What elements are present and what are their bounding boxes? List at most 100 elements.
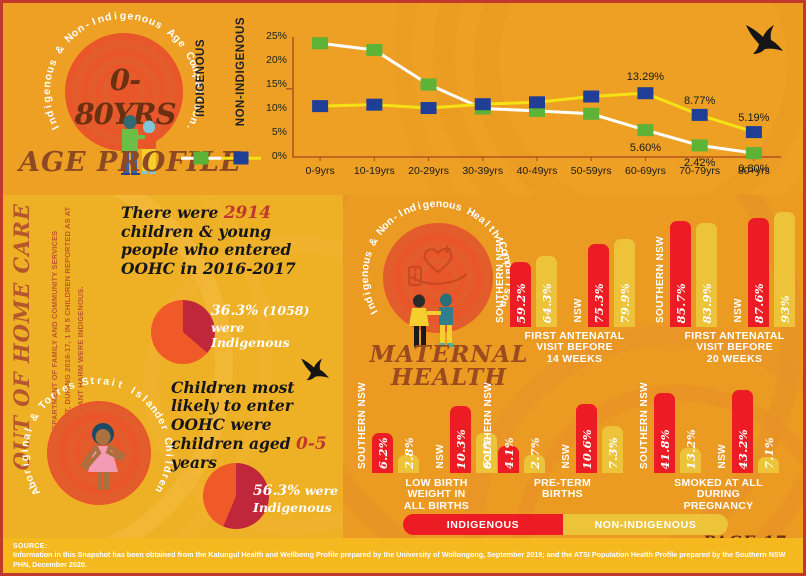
oohc-pie-2-caption: 56.3% were Indigenous bbox=[253, 483, 339, 515]
chart-x-tick: 30-39yrs bbox=[462, 165, 504, 177]
bar: 7.3% bbox=[602, 425, 623, 473]
bar-group-caption: PRE-TERM BIRTHS bbox=[533, 477, 592, 501]
bar-region-label: NSW bbox=[561, 444, 572, 469]
chart-y-tick: 0% bbox=[271, 150, 287, 162]
oohc-stat-1: There were 2914 children & young people … bbox=[121, 203, 296, 278]
oohc-stat-2-number: 0-5 bbox=[296, 433, 327, 454]
bar-value-label: 7.1% bbox=[761, 436, 776, 469]
oohc-pie-1-caption: 36.3% (1058) were Indigenous bbox=[211, 303, 310, 350]
indigenous-legend-pill: INDIGENOUS NON-INDIGENOUS bbox=[403, 514, 728, 535]
content-section: OUT OF HOME CARE THE NSW DEPARTMENT OF F… bbox=[3, 195, 803, 544]
chart-data-label: 5.19% bbox=[738, 112, 770, 125]
chart-data-label: 13.29% bbox=[626, 71, 665, 84]
bar-value-label: 85.7% bbox=[673, 282, 688, 323]
legend-label-indigenous: INDIGENOUS bbox=[195, 39, 207, 117]
bar-region-label: NSW bbox=[733, 298, 744, 323]
bar-region-label: SOUTHERN NSW bbox=[357, 381, 368, 469]
chart-y-tick: 25% bbox=[265, 30, 287, 42]
bar: 10.3% bbox=[450, 406, 471, 473]
bar: 59.2% bbox=[510, 261, 531, 327]
oohc-pie-chart-2 bbox=[203, 463, 269, 529]
legend-item-indigenous: INDIGENOUS bbox=[181, 39, 221, 165]
maternal-health-title: MATERNAL HEALTH bbox=[369, 341, 529, 391]
pill-indigenous: INDIGENOUS bbox=[403, 514, 563, 535]
bar-value-label: 10.3% bbox=[453, 428, 468, 469]
chart-x-tick: 20-29yrs bbox=[408, 165, 449, 177]
bar-group: SOUTHERN NSW 59.2% 64.3% NSW 75.3% 79.9% bbox=[495, 217, 651, 327]
bar: 93% bbox=[774, 211, 795, 327]
chart-data-label: 8.77% bbox=[684, 94, 716, 107]
oohc-panel: OUT OF HOME CARE THE NSW DEPARTMENT OF F… bbox=[3, 195, 343, 544]
bar-group: SOUTHERN NSW 6.2% 2.8% NSW 10.3% 6.1% bbox=[357, 382, 513, 473]
age-range-label: 0-80YRS bbox=[74, 63, 176, 131]
legend-label-non-indigenous: NON-INDIGENOUS bbox=[235, 17, 247, 127]
chart-y-tick: 15% bbox=[265, 78, 287, 90]
bar-value-label: 2.7% bbox=[527, 436, 542, 469]
oohc-stat-2: Children most likely to enter OOHC were … bbox=[171, 378, 327, 472]
parents-illustration-icon bbox=[409, 293, 453, 347]
bar-value-label: 59.2% bbox=[513, 282, 528, 323]
bar-region-label: SOUTHERN NSW bbox=[495, 235, 506, 323]
oohc-pie-chart-1 bbox=[151, 300, 215, 364]
bar-value-label: 6.2% bbox=[375, 436, 390, 469]
pill-non-indigenous: NON-INDIGENOUS bbox=[563, 514, 728, 535]
bar-value-label: 64.3% bbox=[539, 282, 554, 323]
bar-value-label: 41.8% bbox=[657, 428, 672, 469]
legend-swatch-non-indigenous bbox=[221, 151, 261, 165]
bar-value-label: 7.3% bbox=[605, 436, 620, 469]
bar: 10.6% bbox=[576, 404, 597, 473]
bar: 6.2% bbox=[372, 432, 393, 473]
child-illustration-icon bbox=[80, 423, 126, 490]
chart-data-label: 0.80% bbox=[738, 163, 770, 176]
bar-region-label: SOUTHERN NSW bbox=[639, 381, 650, 469]
bar-group-caption: FIRST ANTENATAL VISIT BEFORE 14 WEEKS bbox=[524, 330, 625, 365]
legend-item-non-indigenous: NON-INDIGENOUS bbox=[221, 17, 261, 165]
chart-x-tick: 70-79yrs bbox=[679, 165, 721, 177]
chart-data-label: 5.60% bbox=[629, 142, 662, 155]
bar-region-label: SOUTHERN NSW bbox=[483, 381, 494, 469]
bar-value-label: 10.6% bbox=[579, 428, 594, 469]
bar-group-caption: FIRST ANTENATAL VISIT BEFORE 20 WEEKS bbox=[684, 330, 785, 365]
oohc-stat-1-number: 2914 bbox=[223, 203, 272, 223]
bar: 2.8% bbox=[398, 437, 419, 473]
bar-value-label: 79.9% bbox=[617, 282, 632, 323]
bar: 87.6% bbox=[748, 218, 769, 327]
legend-swatch-indigenous bbox=[181, 151, 221, 165]
bar-group: SOUTHERN NSW 85.7% 83.9% NSW 87.6% 93% bbox=[655, 203, 803, 327]
bar: 85.7% bbox=[670, 220, 691, 327]
bar: 64.3% bbox=[536, 256, 557, 327]
bar-region-label: NSW bbox=[573, 298, 584, 323]
source-label: SOURCE: bbox=[13, 543, 48, 550]
bar-value-label: 75.3% bbox=[591, 282, 606, 323]
bar-value-label: 87.6% bbox=[751, 282, 766, 323]
chart-x-tick: 60-69yrs bbox=[625, 165, 666, 177]
bar-value-label: 13.2% bbox=[683, 428, 698, 469]
bar: 13.2% bbox=[680, 429, 701, 473]
bar: 83.9% bbox=[696, 222, 717, 327]
bar-region-label: NSW bbox=[435, 444, 446, 469]
chart-data-label: 2.42% bbox=[684, 157, 716, 170]
bar: 2.7% bbox=[524, 437, 545, 473]
bar-value-label: 93% bbox=[777, 295, 792, 323]
oohc-pie-2-value: 56.3% bbox=[253, 483, 301, 499]
source-text: Information in this Snapshot has been ob… bbox=[13, 550, 786, 569]
bar-value-label: 43.2% bbox=[735, 428, 750, 469]
bar-group-caption: LOW BIRTH WEIGHT IN ALL BIRTHS bbox=[403, 477, 470, 512]
chart-x-tick: 10-19yrs bbox=[353, 165, 395, 177]
bar-group: SOUTHERN NSW 41.8% 13.2% NSW 43.2% 7.1% bbox=[639, 381, 795, 473]
chart-x-tick: 40-49yrs bbox=[516, 165, 558, 177]
chart-y-tick: 10% bbox=[265, 102, 287, 114]
bar: 7.1% bbox=[758, 437, 779, 473]
chart-plot-area bbox=[286, 37, 781, 161]
age-comparison-line-chart: 0% 5% 10% 15% 20% 25% 0-9yrs 10-19yrs 20-29yrs 3… bbox=[259, 29, 789, 187]
chart-x-tick: 80+yrs bbox=[737, 165, 770, 177]
heart-in-hand-icon bbox=[407, 245, 468, 287]
bar: 75.3% bbox=[588, 244, 609, 327]
bar-value-label: 4.1% bbox=[501, 436, 516, 469]
bar-value-label: 83.9% bbox=[699, 282, 714, 323]
